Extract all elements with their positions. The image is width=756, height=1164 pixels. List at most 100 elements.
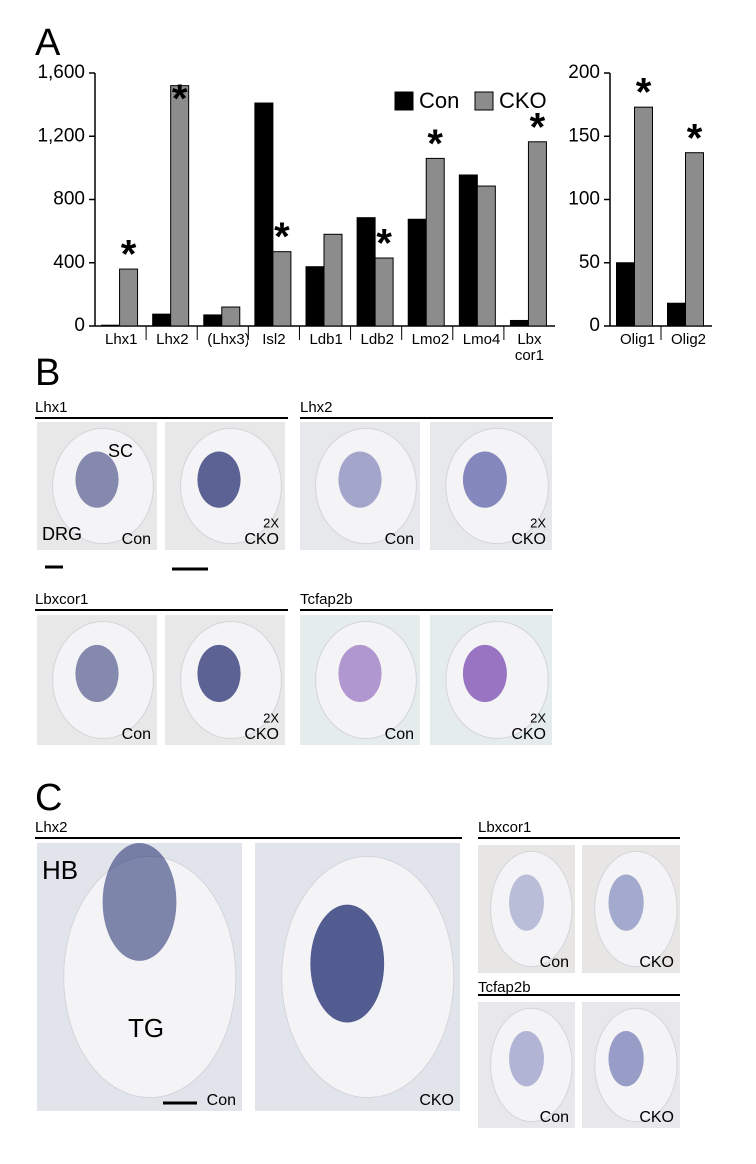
image-caption: Con	[122, 726, 151, 743]
bar	[374, 257, 394, 327]
image-group-title: Lhx1	[35, 399, 68, 416]
x-tick-label: Isl2	[262, 332, 286, 348]
image-caption: 2X	[530, 515, 546, 530]
x-tick-label: (Lhx3)	[207, 332, 249, 348]
stain-signal	[608, 1030, 644, 1087]
image-caption: 2X	[530, 710, 546, 725]
bar	[527, 141, 547, 327]
bar	[203, 314, 223, 327]
image-group-title: Tcfap2b	[300, 591, 353, 608]
stain-signal	[608, 874, 644, 931]
bar	[634, 106, 653, 327]
x-tick-label: Olig1	[620, 332, 656, 348]
y-tick-label: 150	[568, 125, 600, 146]
x-label-box: Ldb2	[360, 332, 394, 348]
legend-label: CKO	[499, 88, 547, 113]
x-label-box: Isl2	[262, 332, 286, 348]
stain-signal	[75, 451, 119, 508]
x-tick-label: Lhx1	[105, 332, 138, 348]
image-caption: CKO	[639, 954, 674, 971]
x-label-box: Lmo2	[412, 332, 450, 348]
bar	[221, 306, 241, 327]
x-label-box: Lhx2	[156, 332, 189, 348]
bar	[152, 313, 172, 327]
image-caption: CKO	[419, 1092, 454, 1109]
bar	[119, 268, 139, 327]
bar	[685, 152, 704, 327]
panel-label: A	[35, 22, 61, 64]
image-group-title: Lhx2	[300, 399, 333, 416]
bar	[272, 251, 292, 327]
stain-signal	[338, 451, 382, 508]
significance-marker: *	[687, 116, 703, 160]
image-caption: Con	[540, 954, 569, 971]
image-caption: CKO	[639, 1109, 674, 1126]
x-label-box: Ldb1	[309, 332, 343, 348]
significance-marker: *	[530, 105, 546, 149]
bar	[616, 262, 635, 327]
y-tick-label: 400	[53, 252, 85, 273]
bar	[305, 266, 325, 327]
image-caption: CKO	[511, 726, 546, 743]
panel-label: B	[35, 352, 60, 394]
y-tick-label: 100	[568, 189, 600, 210]
image-caption: Con	[122, 531, 151, 548]
bar	[254, 102, 274, 327]
y-tick-label: 50	[579, 252, 600, 273]
x-label-box: Olig1	[620, 332, 656, 348]
bar	[356, 217, 376, 327]
stain-signal	[75, 644, 119, 703]
y-tick-label: 1,200	[37, 125, 85, 146]
legend-swatch	[394, 91, 414, 111]
stain-signal	[102, 843, 177, 961]
significance-marker: *	[274, 215, 290, 259]
x-tick-label: Ldb1	[309, 332, 343, 348]
bar	[425, 157, 445, 327]
stain-signal	[197, 644, 241, 703]
region-label: DRG	[42, 524, 82, 544]
stain-signal	[462, 451, 507, 508]
bar	[407, 218, 427, 327]
significance-marker: *	[427, 122, 443, 166]
bar	[101, 324, 121, 327]
region-label: HB	[42, 855, 78, 885]
x-tick-label: Olig2	[671, 332, 707, 348]
significance-marker: *	[376, 222, 392, 266]
significance-marker: *	[172, 77, 188, 121]
stain-signal	[509, 874, 544, 931]
x-tick-label: Lhx2	[156, 332, 189, 348]
bar	[170, 85, 190, 327]
y-tick-label: 200	[568, 62, 600, 83]
bar	[323, 233, 343, 327]
image-group-title: Tcfap2b	[478, 979, 531, 996]
image-caption: 2X	[263, 515, 279, 530]
image-caption: Con	[540, 1109, 569, 1126]
stain-signal	[310, 904, 385, 1023]
image-group-title: Lhx2	[35, 819, 68, 836]
x-label-box: (Lhx3)	[207, 332, 249, 348]
stain-signal	[462, 644, 507, 703]
stain-signal	[509, 1030, 544, 1087]
significance-marker: *	[636, 71, 652, 115]
image-caption: Con	[207, 1092, 236, 1109]
panel-label: C	[35, 777, 62, 819]
image-caption: Con	[385, 531, 414, 548]
region-label: TG	[128, 1013, 164, 1043]
stain-signal	[338, 644, 382, 703]
image-caption: CKO	[511, 531, 546, 548]
x-label-box: Lmo4	[462, 332, 501, 348]
x-tick-label: Lbx cor1	[514, 332, 545, 364]
bar	[458, 174, 478, 327]
y-tick-label: 800	[53, 189, 85, 210]
x-tick-label: Ldb2	[360, 332, 394, 348]
y-tick-label: 1,600	[37, 62, 85, 83]
region-label: SC	[108, 441, 133, 461]
significance-marker: *	[121, 233, 137, 277]
x-tick-label: Lmo4	[462, 332, 501, 348]
stain-signal	[197, 451, 241, 508]
image-caption: 2X	[263, 710, 279, 725]
bar	[476, 185, 496, 327]
image-group-title: Lbxcor1	[35, 591, 88, 608]
x-label-box: Lhx1	[105, 332, 138, 348]
